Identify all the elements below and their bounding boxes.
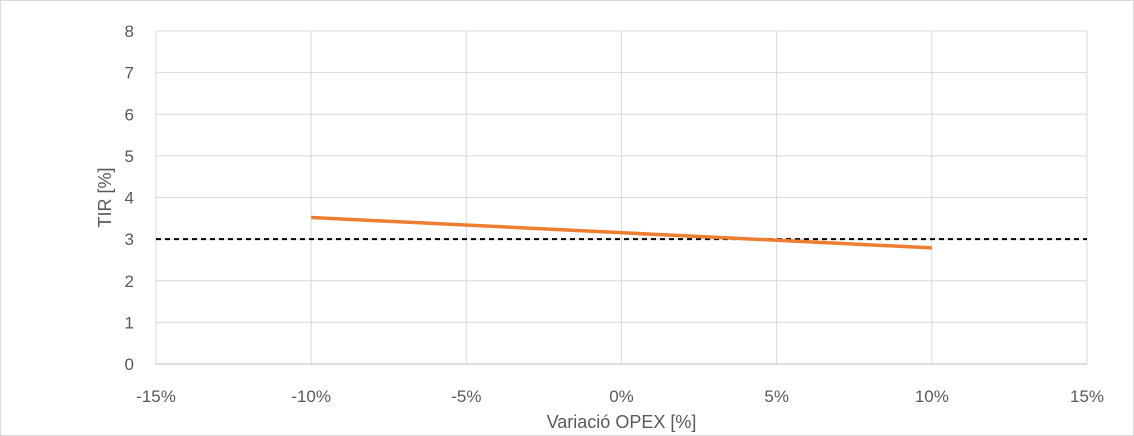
x-tick-label: -15% xyxy=(136,387,176,406)
x-tick-label: -10% xyxy=(291,387,331,406)
grid xyxy=(155,30,1088,364)
x-tick-label: -5% xyxy=(451,387,481,406)
y-tick-label: 6 xyxy=(125,105,134,124)
series-line xyxy=(311,215,932,250)
y-tick-label: 8 xyxy=(125,22,134,41)
x-tick-label: 0% xyxy=(609,387,634,406)
y-tick-label: 0 xyxy=(125,355,134,374)
y-tick-label: 5 xyxy=(125,147,134,166)
y-tick-label: 3 xyxy=(125,230,134,249)
x-tick-labels: -15% -10% -5% 0% 5% 10% 15% xyxy=(136,387,1104,406)
y-tick-label: 4 xyxy=(125,189,134,208)
y-tick-label: 7 xyxy=(125,64,134,83)
x-tick-label: 10% xyxy=(915,387,949,406)
x-tick-label: 5% xyxy=(764,387,789,406)
y-tick-labels: 0 1 2 3 4 5 6 7 8 xyxy=(125,22,134,374)
y-tick-label: 2 xyxy=(125,272,134,291)
x-tick-label: 15% xyxy=(1070,387,1104,406)
y-axis-title: TIR [%] xyxy=(95,167,115,227)
y-tick-label: 1 xyxy=(125,313,134,332)
x-axis-title: Variació OPEX [%] xyxy=(547,412,697,432)
series xyxy=(311,215,932,250)
